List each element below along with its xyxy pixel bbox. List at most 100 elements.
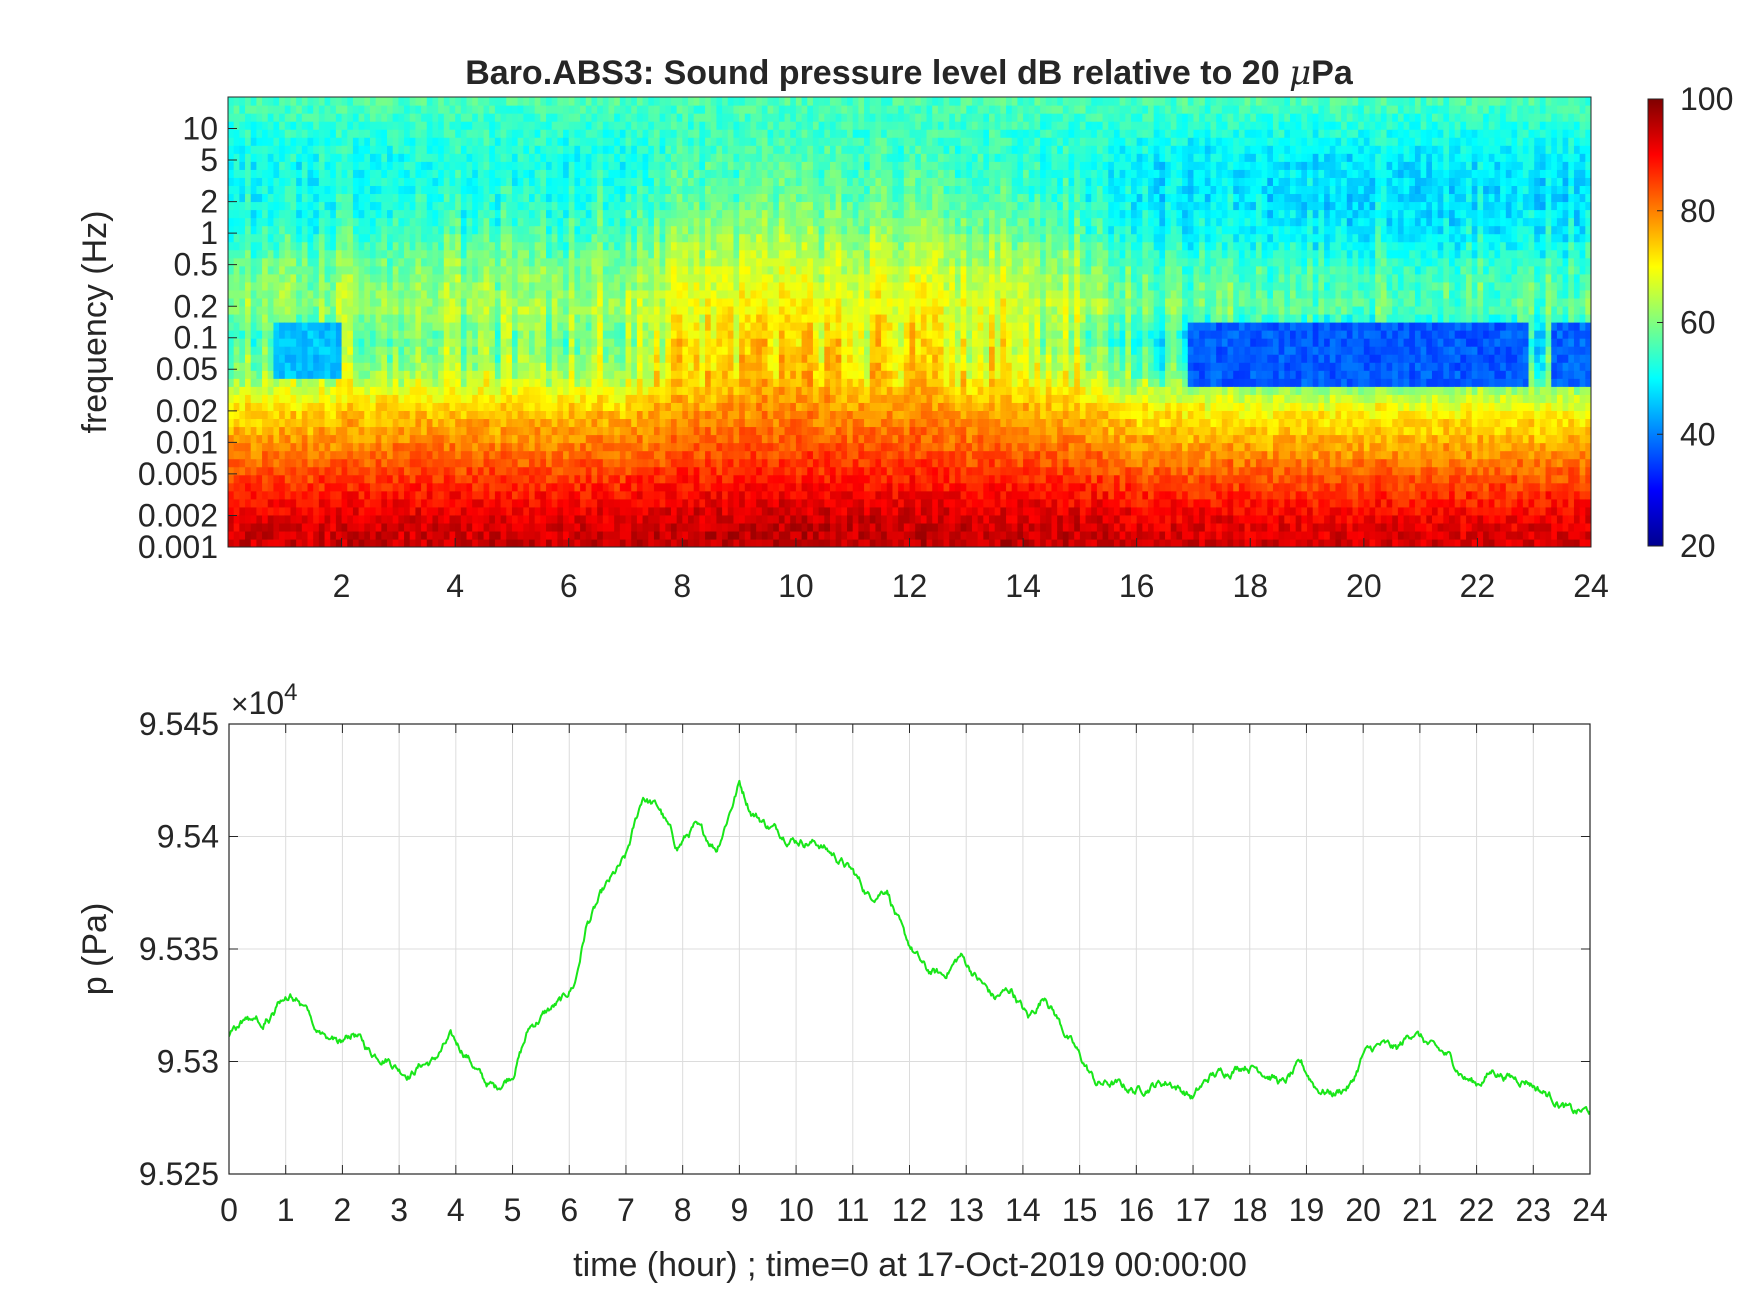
heatmap-cell	[421, 209, 428, 219]
heatmap-cell	[602, 137, 610, 146]
heatmap-cell	[330, 434, 337, 444]
heatmap-cell	[727, 97, 735, 106]
heatmap-cell	[392, 530, 399, 540]
heatmap-cell	[284, 273, 292, 283]
heatmap-cell	[245, 201, 252, 211]
heatmap-cell	[364, 161, 371, 170]
heatmap-cell	[727, 297, 735, 307]
heatmap-cell	[398, 490, 405, 500]
heatmap-cell	[722, 354, 729, 363]
heatmap-cell	[619, 225, 627, 235]
heatmap-cell	[642, 354, 649, 363]
heatmap-cell	[341, 362, 348, 371]
heatmap-cell	[665, 257, 672, 267]
heatmap-cell	[568, 418, 576, 428]
heatmap-cell	[409, 474, 417, 484]
heatmap-cell	[716, 153, 723, 162]
heatmap-cell	[301, 418, 309, 428]
heatmap-cell	[563, 145, 570, 154]
heatmap-cell	[352, 313, 360, 323]
heatmap-cell	[364, 482, 371, 492]
heatmap-cell	[540, 354, 547, 363]
heatmap-cell	[653, 161, 661, 170]
heatmap-cell	[682, 217, 689, 227]
heatmap-cell	[233, 522, 240, 532]
heatmap-cell	[563, 281, 570, 291]
heatmap-cell	[233, 137, 240, 146]
heatmap-cell	[267, 330, 275, 339]
heatmap-cell	[267, 450, 275, 460]
heatmap-cell	[256, 386, 263, 395]
heatmap-cell	[415, 257, 422, 267]
heatmap-cell	[619, 105, 627, 114]
heatmap-cell	[688, 418, 695, 428]
heatmap-cell	[631, 514, 638, 524]
heatmap-cell	[256, 145, 263, 154]
heatmap-cell	[585, 209, 593, 219]
heatmap-cell	[591, 426, 598, 436]
heatmap-cell	[290, 402, 297, 411]
heatmap-cell	[722, 217, 729, 227]
heatmap-cell	[438, 249, 445, 259]
heatmap-cell	[648, 145, 655, 154]
heatmap-cell	[273, 129, 280, 138]
heatmap-cell	[256, 193, 263, 203]
heatmap-cell	[483, 153, 490, 162]
heatmap-cell	[676, 137, 683, 146]
heatmap-cell	[352, 185, 360, 195]
heatmap-cell	[614, 201, 621, 211]
heatmap-cell	[551, 506, 558, 516]
heatmap-cell	[245, 498, 252, 508]
heatmap-cell	[591, 185, 598, 195]
heatmap-cell	[614, 482, 621, 492]
heatmap-cell	[636, 225, 644, 235]
heatmap-cell	[705, 153, 712, 162]
heatmap-cell	[608, 137, 615, 146]
heatmap-cell	[284, 241, 292, 251]
heatmap-cell	[699, 225, 706, 235]
heatmap-cell	[642, 193, 649, 203]
heatmap-cell	[228, 169, 235, 178]
heatmap-cell	[500, 370, 507, 379]
heatmap-cell	[529, 402, 536, 411]
heatmap-cell	[580, 241, 587, 251]
heatmap-cell	[494, 121, 502, 130]
heatmap-cell	[682, 273, 689, 283]
heatmap-cell	[307, 410, 314, 420]
heatmap-cell	[563, 305, 570, 315]
heatmap-cell	[506, 241, 513, 251]
heatmap-cell	[318, 418, 326, 428]
heatmap-cell	[665, 322, 672, 331]
heatmap-cell	[392, 346, 399, 355]
heatmap-cell	[676, 297, 683, 307]
heatmap-cell	[290, 474, 297, 484]
heatmap-cell	[699, 105, 706, 114]
heatmap-cell	[375, 330, 382, 339]
heatmap-cell	[415, 442, 422, 452]
heatmap-cell	[614, 506, 621, 516]
heatmap-cell	[404, 538, 411, 547]
heatmap-cell	[585, 137, 593, 146]
heatmap-cell	[676, 402, 683, 411]
heatmap-cell	[500, 257, 507, 267]
heatmap-cell	[716, 233, 723, 243]
heatmap-cell	[369, 338, 377, 347]
heatmap-cell	[449, 145, 456, 154]
heatmap-cell	[602, 105, 610, 114]
heatmap-cell	[534, 105, 541, 114]
heatmap-cell	[239, 281, 246, 291]
heatmap-cell	[517, 378, 524, 387]
heatmap-cell	[324, 177, 331, 186]
heatmap-cell	[284, 434, 292, 444]
heatmap-cell	[318, 105, 326, 114]
heatmap-cell	[529, 193, 536, 203]
heatmap-cell	[284, 370, 292, 379]
heatmap-cell	[517, 466, 524, 476]
heatmap-cell	[688, 201, 695, 211]
heatmap-cell	[284, 330, 292, 339]
heatmap-cell	[438, 498, 445, 508]
heatmap-cell	[352, 482, 360, 492]
heatmap-cell	[267, 434, 275, 444]
heatmap-cell	[591, 378, 598, 387]
heatmap-cell	[597, 169, 604, 178]
